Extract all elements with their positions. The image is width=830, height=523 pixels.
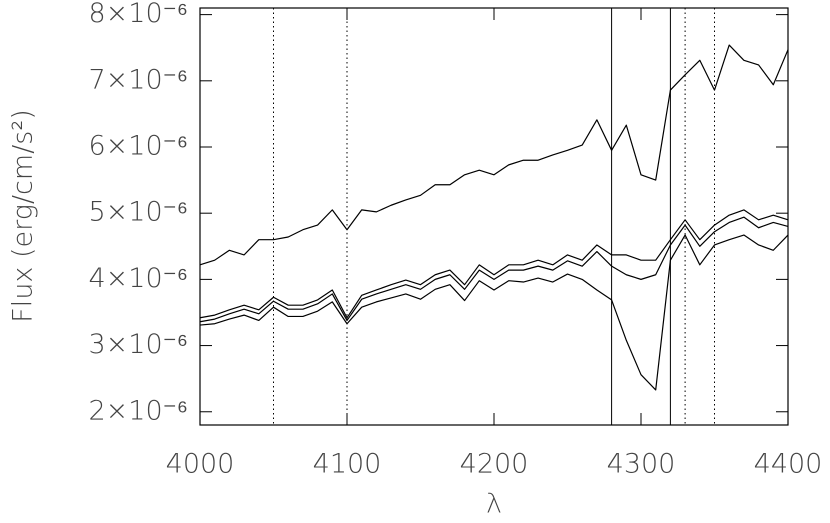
x-tick-label: 4000: [166, 449, 235, 480]
x-tick-label: 4300: [607, 449, 676, 480]
spectrum-line: [199, 209, 789, 319]
spectrum-line: [199, 234, 789, 391]
x-tick-label: 4100: [313, 449, 382, 480]
y-tick-label: 5×10⁻⁶: [88, 197, 188, 228]
spectrum-line: [199, 216, 789, 323]
y-tick-label: 6×10⁻⁶: [88, 131, 188, 162]
x-tick-label: 4400: [754, 449, 823, 480]
y-axis-label: Flux (erg/cm/s²): [8, 109, 39, 322]
x-axis-label: λ: [486, 489, 502, 520]
y-tick-label: 4×10⁻⁶: [88, 263, 188, 294]
y-tick-label: 3×10⁻⁶: [88, 329, 188, 360]
y-tick-label: 8×10⁻⁶: [88, 0, 188, 29]
y-tick-label: 7×10⁻⁶: [88, 64, 188, 95]
spectrum-line: [199, 44, 789, 266]
y-tick-label: 2×10⁻⁶: [88, 395, 188, 426]
x-tick-label: 4200: [460, 449, 529, 480]
plot-frame: [199, 7, 789, 426]
